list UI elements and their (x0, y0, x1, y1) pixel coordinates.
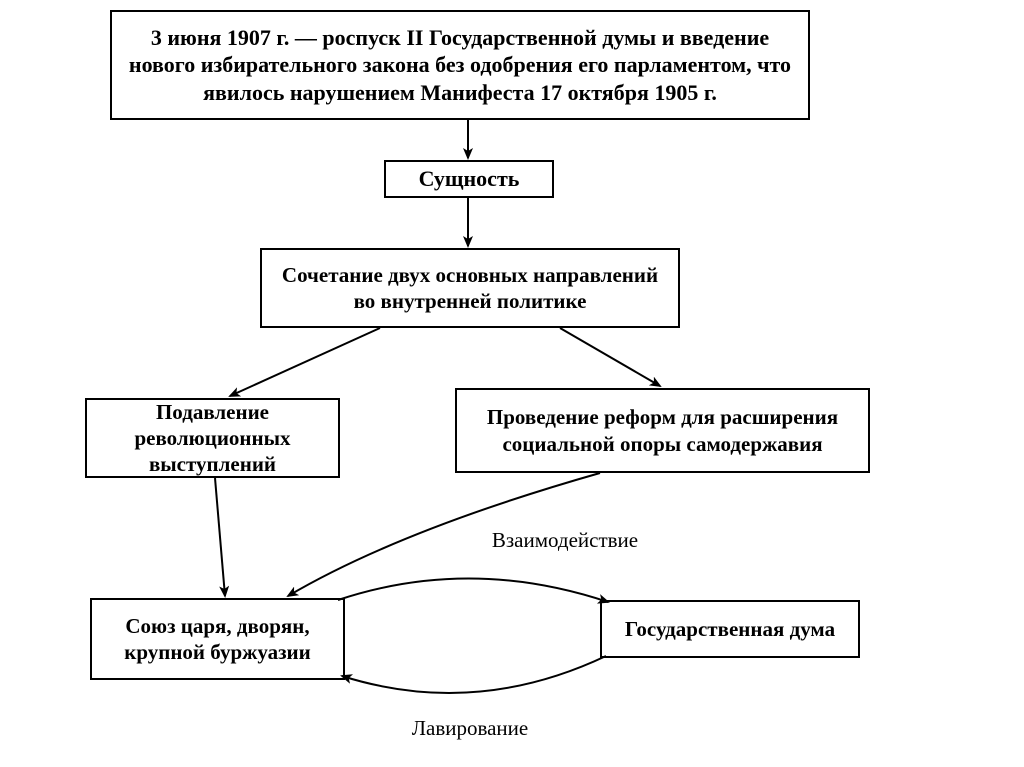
label-interaction: Взаимодействие (465, 528, 665, 553)
node-union-text: Союз царя, дворян, крупной буржуазии (102, 613, 333, 666)
node-essence-text: Сущность (419, 165, 520, 193)
node-suppress: Подавление революционных выступлений (85, 398, 340, 478)
node-top: 3 июня 1907 г. — роспуск II Государствен… (110, 10, 810, 120)
node-combination-text: Сочетание двух основных направлений во в… (272, 262, 668, 315)
node-top-text: 3 июня 1907 г. — роспуск II Государствен… (122, 24, 798, 107)
label-maneuvering-text: Лавирование (412, 716, 528, 740)
node-reform: Проведение реформ для расширения социаль… (455, 388, 870, 473)
node-union: Союз царя, дворян, крупной буржуазии (90, 598, 345, 680)
node-essence: Сущность (384, 160, 554, 198)
node-duma-text: Государственная дума (625, 616, 835, 642)
node-duma: Государственная дума (600, 600, 860, 658)
label-maneuvering: Лавирование (380, 716, 560, 741)
node-combination: Сочетание двух основных направлений во в… (260, 248, 680, 328)
label-interaction-text: Взаимодействие (492, 528, 638, 552)
node-suppress-text: Подавление революционных выступлений (97, 399, 328, 478)
node-reform-text: Проведение реформ для расширения социаль… (467, 404, 858, 457)
